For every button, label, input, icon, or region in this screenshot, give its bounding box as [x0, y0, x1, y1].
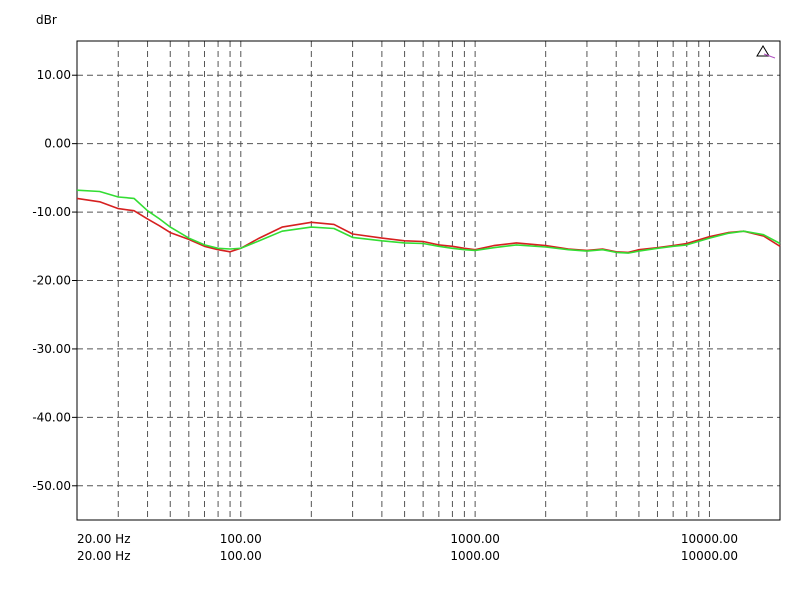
x-tick-label: 10000.00	[681, 549, 738, 563]
series-lines	[76, 189, 781, 254]
y-axis-unit-label: dBr	[36, 13, 57, 27]
y-tick-label: 10.00	[37, 68, 71, 82]
x-tick-label: 100.00	[220, 549, 262, 563]
y-tick-labels: 10.00 0.00 -10.00 -20.00 -30.00 -40.00 -50.00	[32, 68, 77, 493]
x-tick-label: 20.00 Hz	[77, 532, 131, 546]
series-line-green	[76, 189, 781, 254]
x-tick-label: 1000.00	[450, 532, 500, 546]
grid-lines	[77, 40, 780, 520]
y-tick-label: -10.00	[32, 205, 71, 219]
x-tick-labels: 20.00 Hz 20.00 Hz 100.00 100.00 1000.00 1000.…	[77, 532, 738, 563]
y-tick-label: -20.00	[32, 274, 71, 288]
x-tick-label: 10000.00	[681, 532, 738, 546]
triangle-marker-icon	[756, 45, 776, 59]
y-tick-label: -50.00	[32, 479, 71, 493]
x-tick-label: 1000.00	[450, 549, 500, 563]
y-tick-label: 0.00	[44, 137, 71, 151]
x-tick-label: 100.00	[220, 532, 262, 546]
y-tick-label: -40.00	[32, 410, 71, 424]
x-tick-label: 20.00 Hz	[77, 549, 131, 563]
y-tick-label: -30.00	[32, 342, 71, 356]
